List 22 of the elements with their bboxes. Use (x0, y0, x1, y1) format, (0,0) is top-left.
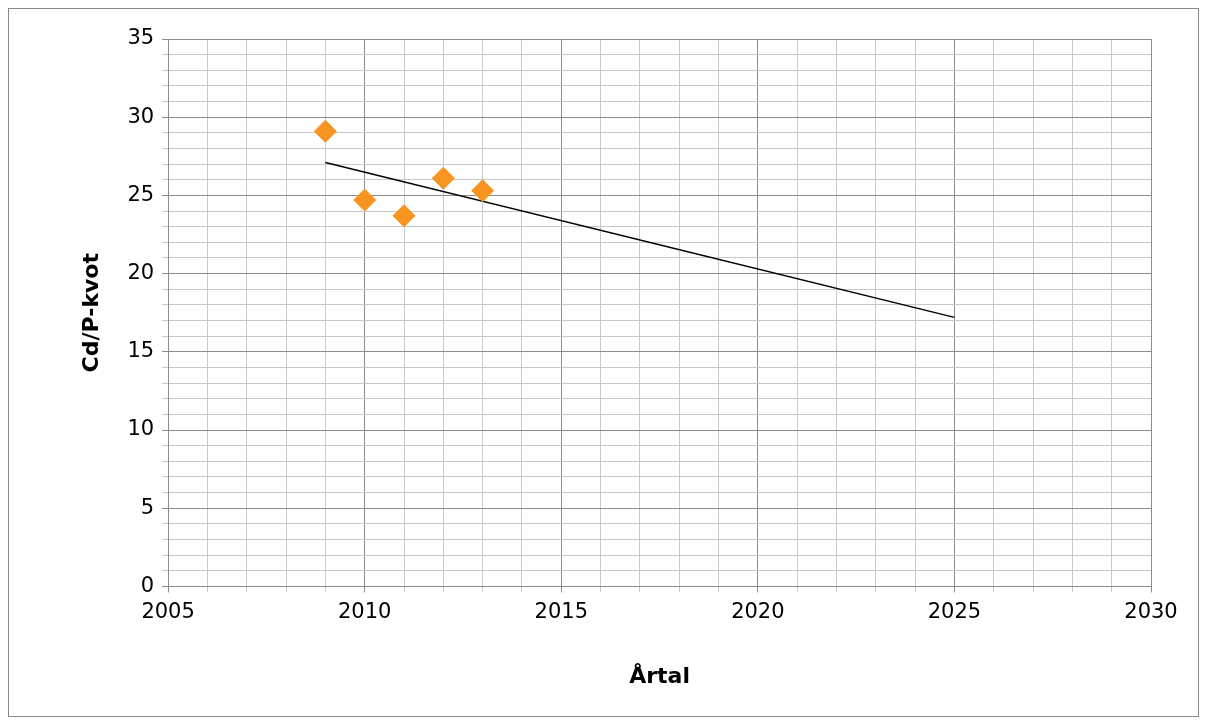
x-tick-label: 2030 (1124, 599, 1178, 624)
y-tick-label: 30 (127, 103, 155, 128)
point (471, 179, 495, 203)
y-tick-label: 15 (127, 338, 155, 363)
x-tick-label: 2015 (534, 599, 588, 624)
y-tick-label: 25 (127, 181, 155, 206)
x-tick-label: 2005 (141, 599, 195, 624)
point (353, 188, 377, 212)
x-tick-label: 2010 (337, 599, 392, 624)
point (392, 204, 416, 228)
y-tick-label: 5 (140, 494, 155, 519)
point (431, 166, 455, 190)
x-tick-label: 2020 (731, 599, 785, 624)
chart-frame: Årtal Cd/P-kvot 2005 2010 2015 2020 2025 2030 0 5 10 15 20 25 30 35 (8, 8, 1199, 717)
y-tick-label: 0 (140, 572, 155, 597)
y-tick-label: 20 (127, 260, 155, 285)
y-tick-label: 10 (127, 416, 155, 441)
y-tick-label: 35 (127, 25, 155, 50)
x-tick-label: 2025 (927, 599, 982, 624)
y-axis-title: Cd/P-kvot (77, 252, 103, 373)
point (313, 119, 337, 143)
x-axis-title: Årtal (629, 662, 690, 688)
